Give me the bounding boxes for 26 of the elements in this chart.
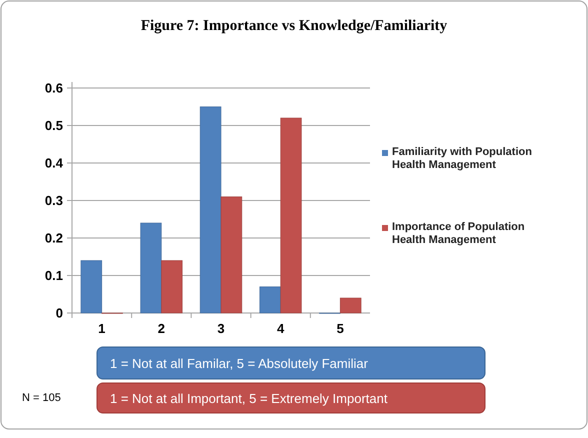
x-tick-label: 1	[98, 321, 106, 336]
y-tick-label: 0.2	[44, 230, 63, 246]
bar	[161, 260, 183, 314]
text: 1 = Not at all Important, 5 = Extremely Important	[110, 391, 388, 406]
text: N = 105	[22, 392, 61, 404]
y-tick-label: 0.3	[44, 193, 63, 208]
bar	[200, 106, 222, 314]
y-tick-label: 0.1	[44, 268, 63, 284]
x-tick-label: 4	[276, 321, 285, 336]
legend-label: Familiarity with Population Health Management	[392, 146, 532, 171]
x-tick-label: 5	[336, 321, 344, 336]
bar	[80, 260, 102, 314]
bar	[280, 118, 302, 314]
bar	[140, 222, 162, 314]
bar	[340, 298, 362, 314]
y-tick-label: 0.5	[44, 118, 63, 134]
chart-title: Figure 7: Importance vs Knowledge/Familiarity	[140, 18, 448, 34]
y-tick-label: 0.4	[44, 156, 64, 171]
y-tick-label: 0.6	[44, 80, 63, 96]
legend-label: Importance of Population Health Management	[392, 221, 525, 246]
bar	[220, 196, 242, 314]
bar	[259, 286, 281, 314]
y-tick-label: 0	[56, 306, 63, 321]
text: 1 = Not at all Familar, 5 = Absolutely Familiar	[110, 356, 369, 371]
x-tick-label: 3	[217, 321, 225, 336]
x-tick-label: 2	[158, 321, 166, 336]
